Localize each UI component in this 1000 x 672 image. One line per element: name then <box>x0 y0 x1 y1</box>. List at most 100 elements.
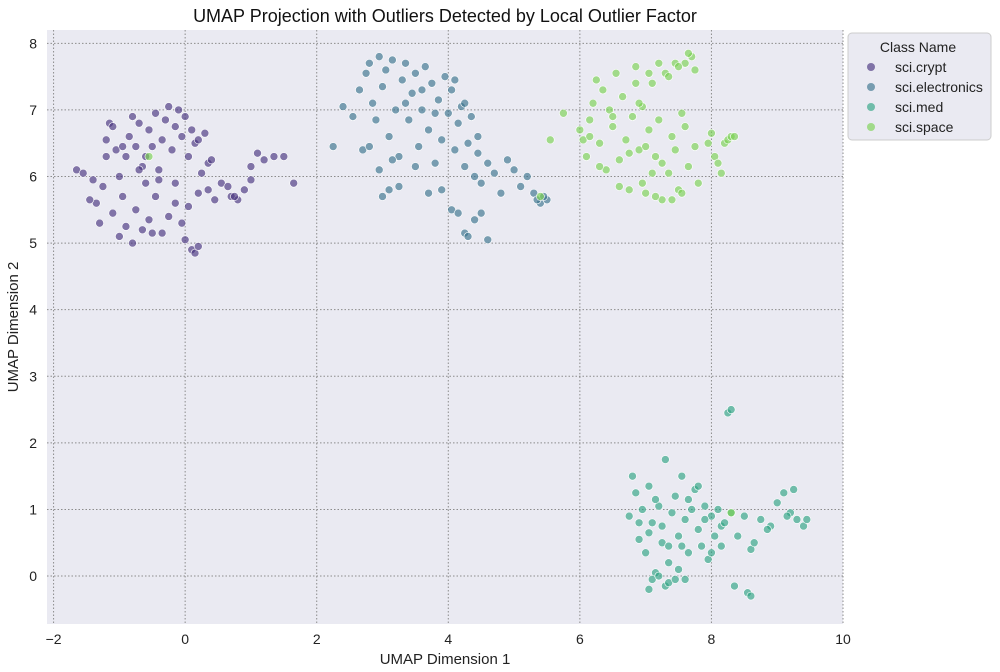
data-point <box>670 575 680 584</box>
data-point <box>134 165 144 175</box>
data-point <box>674 565 683 574</box>
data-point <box>118 192 127 201</box>
data-point <box>184 202 193 211</box>
data-point <box>187 125 197 135</box>
data-point <box>638 178 647 188</box>
data-point <box>476 208 486 218</box>
data-point <box>240 185 249 195</box>
data-point <box>246 162 256 171</box>
data-point <box>404 115 414 125</box>
data-point <box>279 152 289 161</box>
data-point <box>473 148 483 158</box>
data-point <box>631 78 641 88</box>
data-point <box>177 132 187 141</box>
data-point <box>641 142 650 151</box>
data-point <box>88 175 98 185</box>
data-point <box>720 518 729 528</box>
data-point <box>647 78 657 88</box>
data-point <box>749 538 759 548</box>
chart-title: UMAP Projection with Outliers Detected b… <box>193 6 697 26</box>
data-point <box>164 212 174 221</box>
y-tick-label: 8 <box>29 35 37 51</box>
data-point <box>411 162 420 171</box>
data-point <box>338 102 348 111</box>
data-point <box>118 142 127 151</box>
data-point <box>585 132 595 141</box>
data-point <box>651 495 660 504</box>
data-point <box>654 115 664 125</box>
y-tick-label: 7 <box>29 102 37 118</box>
data-point <box>355 85 364 95</box>
data-point <box>388 55 397 65</box>
data-point <box>664 558 673 568</box>
data-point <box>693 481 703 491</box>
data-point <box>115 232 124 241</box>
data-point <box>121 222 131 231</box>
data-point <box>167 145 177 155</box>
plot-background <box>47 30 843 624</box>
data-point <box>151 108 160 118</box>
data-point <box>427 78 437 88</box>
data-point <box>434 95 443 105</box>
data-point <box>713 505 723 514</box>
data-point <box>779 488 789 498</box>
data-point <box>638 505 647 514</box>
data-point <box>470 215 479 225</box>
data-point <box>194 135 203 145</box>
data-point <box>654 58 664 68</box>
data-point <box>726 405 736 414</box>
data-point <box>381 65 391 75</box>
data-point <box>269 152 279 161</box>
legend-label: sci.crypt <box>895 59 946 75</box>
data-point <box>207 155 216 165</box>
data-point <box>368 98 377 108</box>
data-point <box>144 152 154 161</box>
data-point <box>700 501 710 511</box>
data-point <box>575 125 585 135</box>
x-tick-label: −2 <box>46 631 62 647</box>
data-point <box>651 152 660 161</box>
data-point <box>124 132 134 141</box>
data-point <box>522 172 532 181</box>
data-point <box>203 185 213 195</box>
data-point <box>644 481 654 491</box>
data-point <box>677 108 687 118</box>
data-point <box>667 132 677 141</box>
data-point <box>128 112 137 121</box>
y-axis-label: UMAP Dimension 2 <box>5 262 22 393</box>
data-point <box>628 112 637 121</box>
data-point <box>733 531 743 541</box>
data-point <box>716 541 726 551</box>
data-point <box>144 125 154 135</box>
data-point <box>674 62 683 71</box>
data-point <box>131 142 141 151</box>
data-point <box>684 162 693 171</box>
data-point <box>184 152 193 161</box>
data-point <box>634 518 644 528</box>
data-point <box>644 125 654 135</box>
data-point <box>289 178 298 188</box>
data-point <box>154 165 164 175</box>
data-point <box>378 82 387 91</box>
data-point <box>170 122 180 131</box>
data-point <box>460 98 470 108</box>
data-point <box>647 518 657 528</box>
data-point <box>180 235 190 245</box>
data-point <box>157 135 167 145</box>
data-point <box>667 508 677 518</box>
data-point <box>756 515 766 524</box>
data-point <box>585 115 595 125</box>
data-point <box>608 112 618 121</box>
data-point <box>677 471 687 481</box>
data-point <box>545 135 555 145</box>
data-point <box>730 581 739 591</box>
data-point <box>730 132 739 141</box>
legend-label: sci.med <box>895 99 943 115</box>
data-point <box>621 135 631 145</box>
data-point <box>716 168 726 178</box>
data-point <box>411 68 420 78</box>
data-point <box>374 165 384 175</box>
data-point <box>197 168 206 178</box>
data-point <box>559 108 568 118</box>
